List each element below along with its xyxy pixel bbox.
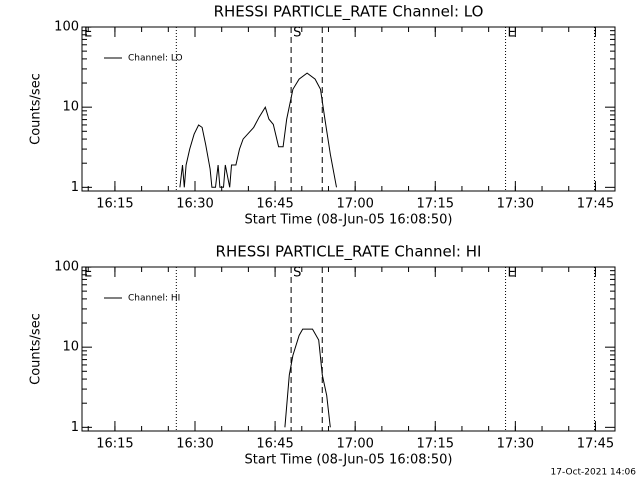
x-tick-label: 16:45	[256, 197, 293, 212]
x-tick-label: 17:30	[497, 437, 534, 452]
y-tick-label: 10	[62, 340, 79, 355]
legend-label: Channel: HI	[128, 294, 180, 304]
y-tick-label: 1	[71, 180, 79, 195]
x-axis-label: Start Time (08-Jun-05 16:08:50)	[245, 213, 453, 228]
y-tick-label: 100	[54, 20, 79, 35]
chart-title: RHESSI PARTICLE_RATE Channel: HI	[216, 243, 482, 262]
y-tick-label: 1	[71, 420, 79, 435]
legend-label: Channel: LO	[128, 54, 183, 64]
x-tick-label: 17:30	[497, 197, 534, 212]
x-tick-label: 17:00	[336, 197, 373, 212]
x-tick-label: 16:30	[176, 437, 213, 452]
y-tick-label: 100	[54, 260, 79, 275]
x-tick-label: 17:45	[577, 437, 614, 452]
x-tick-label: 16:45	[256, 437, 293, 452]
plot-frame	[81, 26, 616, 192]
event-flag: E	[84, 26, 92, 41]
x-tick-label: 17:00	[336, 437, 373, 452]
x-axis-label: Start Time (08-Jun-05 16:08:50)	[245, 453, 453, 468]
event-flag: E	[508, 26, 516, 41]
event-flag: E	[508, 266, 516, 281]
y-tick-label: 10	[62, 100, 79, 115]
y-axis-label: Counts/sec	[29, 73, 44, 145]
x-tick-label: 17:45	[577, 197, 614, 212]
x-tick-label: 16:15	[96, 197, 133, 212]
chart-title: RHESSI PARTICLE_RATE Channel: LO	[214, 3, 484, 22]
event-flag: S	[293, 266, 301, 281]
event-flag: E	[84, 266, 92, 281]
event-flag: S	[293, 26, 301, 41]
y-axis-label: Counts/sec	[29, 313, 44, 385]
data-line	[179, 72, 337, 188]
x-tick-label: 16:15	[96, 437, 133, 452]
x-tick-label: 16:30	[176, 197, 213, 212]
x-tick-label: 17:15	[417, 437, 454, 452]
x-tick-label: 17:15	[417, 197, 454, 212]
footer: 17-Oct-2021 14:06	[551, 468, 637, 478]
plot-frame	[81, 266, 616, 432]
data-line	[284, 328, 331, 428]
